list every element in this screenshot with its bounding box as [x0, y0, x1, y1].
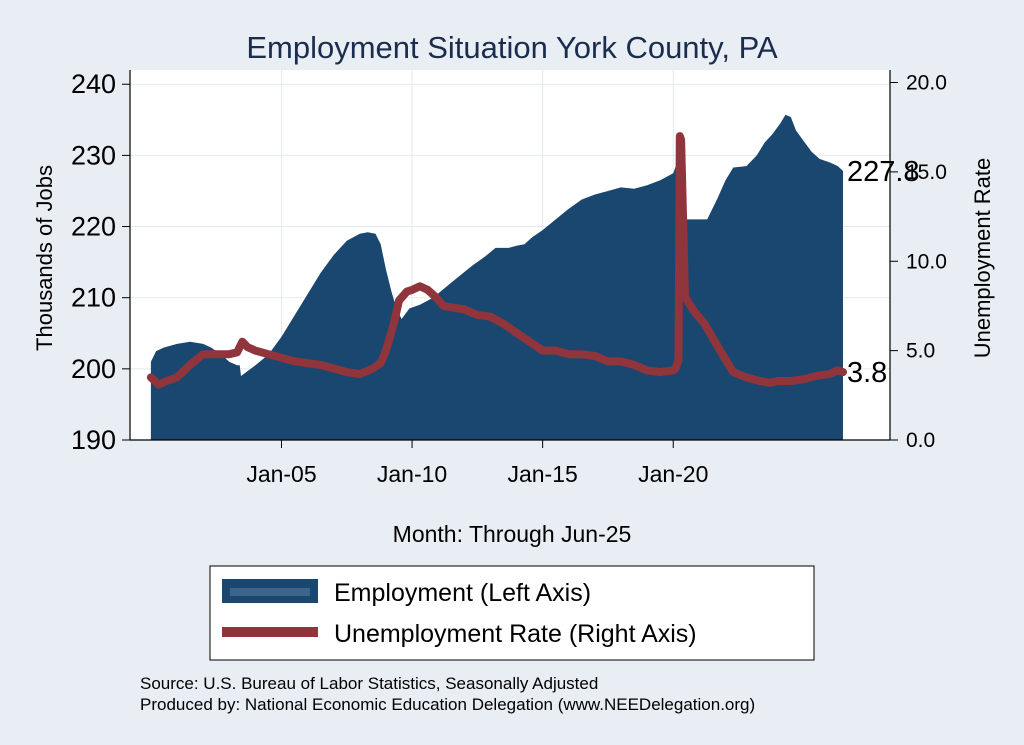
unemployment-line-series [146, 132, 847, 389]
legend-swatch-employment-inner [230, 588, 310, 596]
y-right-tick-label: 0.0 [906, 429, 935, 452]
tick-labels: 190 200 210 220 230 240 0.0 5.0 10.0 15.0 20.0 Jan-… [71, 69, 947, 487]
y-left-tick-label: 220 [71, 212, 116, 242]
y-right-tick-label: 10.0 [906, 250, 947, 273]
x-tick-label: Jan-05 [246, 461, 316, 487]
legend-swatch-unemployment [222, 627, 318, 637]
y-left-axis-label: Thousands of Jobs [32, 165, 57, 351]
y-right-tick-label: 5.0 [906, 340, 935, 363]
x-tick-label: Jan-15 [507, 461, 577, 487]
y-left-tick-label: 240 [71, 69, 116, 99]
x-axis-label: Month: Through Jun-25 [393, 521, 632, 547]
unemployment-line [146, 132, 847, 389]
employment-last-value-label: 227.8 [847, 156, 920, 188]
y-right-tick-label: 15.0 [906, 161, 947, 184]
legend-label-employment: Employment (Left Axis) [334, 579, 591, 607]
legend: Employment (Left Axis) Unemployment Rate… [209, 565, 815, 661]
legend-label-unemployment: Unemployment Rate (Right Axis) [334, 620, 697, 648]
y-left-tick-label: 200 [71, 354, 116, 384]
y-left-tick-label: 230 [71, 140, 116, 170]
employment-area [150, 114, 843, 441]
x-tick-label: Jan-20 [638, 461, 708, 487]
y-left-tick-label: 190 [71, 425, 116, 455]
axes [122, 70, 898, 448]
unemployment-last-value-label: 3.8 [847, 357, 887, 389]
y-right-axis-label: Unemployment Rate [970, 158, 995, 359]
x-tick-label: Jan-10 [377, 461, 447, 487]
producer-note: Produced by: National Economic Education… [140, 695, 755, 714]
y-right-tick-label: 20.0 [906, 72, 947, 95]
y-left-tick-label: 210 [71, 283, 116, 313]
employment-area-series [150, 114, 843, 441]
chart-title: Employment Situation York County, PA [246, 30, 778, 65]
source-note: Source: U.S. Bureau of Labor Statistics,… [140, 674, 598, 693]
